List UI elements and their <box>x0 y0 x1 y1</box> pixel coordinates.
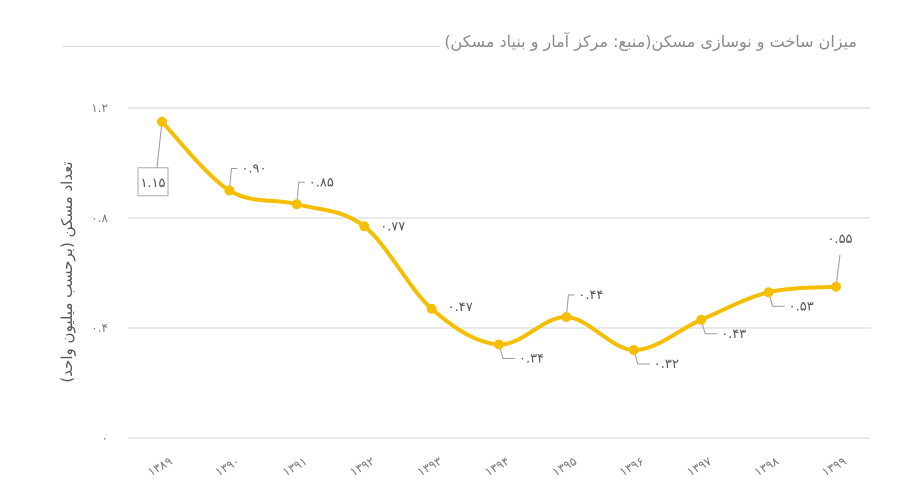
data-point <box>763 287 774 298</box>
data-label: ۰.۷۷ <box>380 219 405 234</box>
data-point <box>291 199 302 210</box>
x-tick-label: ۱۳۹۸ <box>752 454 782 479</box>
x-tick-label: ۱۳۹۱ <box>280 454 309 479</box>
data-point <box>224 185 235 196</box>
data-label: ۰.۸۵ <box>309 175 334 190</box>
data-point <box>561 312 572 322</box>
data-point <box>628 345 639 355</box>
data-point <box>157 116 167 127</box>
x-tick-label: ۱۳۹۰ <box>213 454 242 479</box>
x-tick-label: ۱۳۹۶ <box>617 454 646 479</box>
data-label-box <box>137 167 169 197</box>
data-point <box>494 339 504 350</box>
x-tick-label: ۱۳۹۵ <box>550 454 579 479</box>
data-point <box>426 303 437 314</box>
x-tick-label: ۱۳۹۲ <box>348 454 377 479</box>
data-label: ۰.۴۴ <box>578 288 603 303</box>
y-tick-label: ۱.۲ <box>91 101 108 115</box>
data-label: ۰.۳۲ <box>654 357 679 372</box>
data-label: ۰.۵۳ <box>789 299 814 314</box>
chart-title: میزان ساخت و نوسازی مسکن(منبع: مرکز آمار… <box>444 32 857 51</box>
y-tick-label: ۰ <box>102 431 108 445</box>
x-tick-label: ۱۳۹۹ <box>819 454 848 479</box>
y-tick-label: ۰.۴ <box>91 321 108 335</box>
x-tick-label: ۱۳۹۷ <box>685 454 715 479</box>
y-tick-label: ۰.۸ <box>91 211 108 225</box>
data-label: ۱.۱۵ <box>140 176 165 191</box>
series-line <box>160 119 838 353</box>
x-tick-label: ۱۳۹۴ <box>482 454 511 479</box>
data-point <box>831 281 841 292</box>
data-point <box>696 314 707 325</box>
x-tick-label: ۱۳۹۳ <box>415 454 445 479</box>
data-label: ۰.۴۳ <box>721 327 746 342</box>
title-divider <box>63 46 440 47</box>
y-axis-label: تعداد مسکن (برحسب میلیون واحد) <box>58 161 76 382</box>
data-label: ۰.۵۵ <box>827 232 852 247</box>
data-point <box>359 221 370 232</box>
x-tick-label: ۱۳۸۹ <box>145 454 174 479</box>
data-label: ۰.۴۷ <box>448 300 473 315</box>
data-label: ۰.۳۴ <box>519 352 544 367</box>
data-label: ۰.۹۰ <box>241 162 266 177</box>
